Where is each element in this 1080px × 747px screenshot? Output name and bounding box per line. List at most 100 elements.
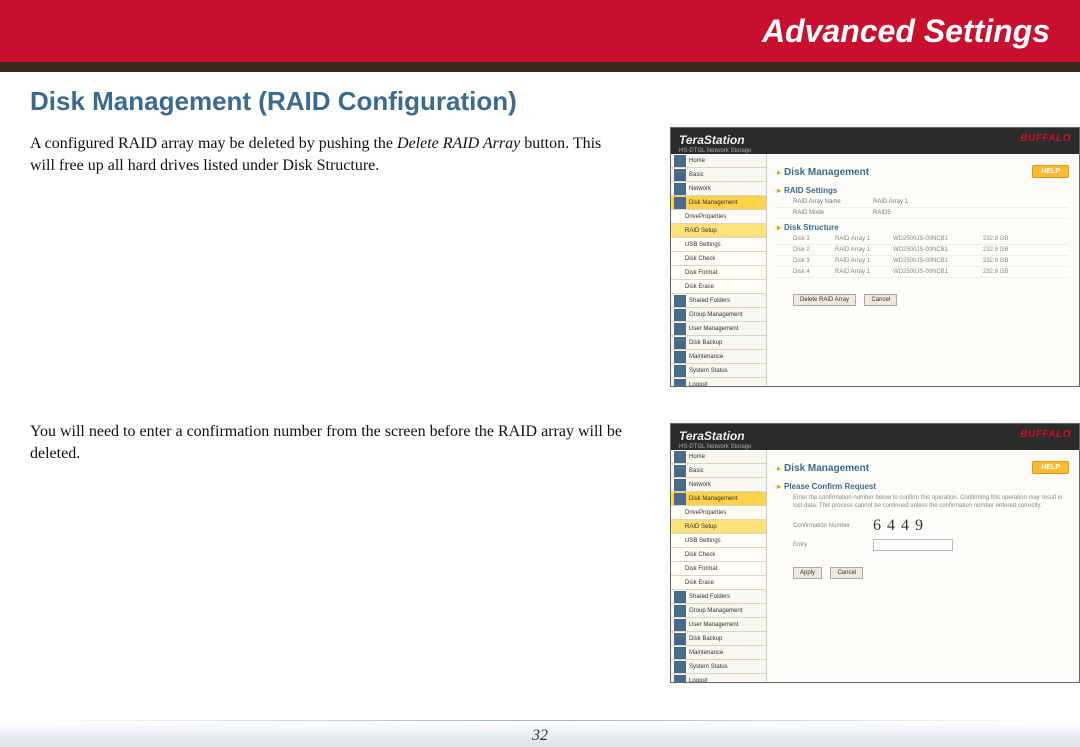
sidebar-item-network[interactable]: Network (671, 182, 766, 196)
help-button[interactable]: HELP (1032, 165, 1069, 178)
shot1-header: TeraStation HS-DTGL Network Storage BUFF… (671, 128, 1079, 154)
confirm-title: ▸Please Confirm Request (777, 482, 1069, 491)
sidebar-item-label: Group Management (689, 608, 742, 614)
sidebar-item-home[interactable]: Home (671, 154, 766, 168)
sidebar-item-label: DriveProperties (685, 510, 726, 516)
raid-setting-value: RAID5 (873, 210, 891, 216)
disk-size: 232.9 GB (983, 236, 1033, 242)
sidebar-item-label: System Status (689, 664, 728, 670)
sidebar-item-driveproperties[interactable]: DriveProperties (671, 210, 766, 224)
sidebar-item-label: USB Settings (685, 538, 721, 544)
menu-icon (674, 169, 686, 181)
menu-icon (674, 351, 686, 363)
sidebar-item-maintenance[interactable]: Maintenance (671, 646, 766, 660)
cancel-button[interactable]: Cancel (864, 294, 897, 306)
menu-icon (674, 379, 686, 387)
menu-icon (674, 183, 686, 195)
menu-icon (674, 605, 686, 617)
sidebar-item-label: Basic (689, 468, 704, 474)
shot1-body: HomeBasicNetworkDisk Management DriveProp… (671, 154, 1079, 386)
shot2-main: ▸Disk Management HELP ▸Please Confirm Re… (767, 450, 1079, 682)
sidebar-item-disk-format[interactable]: Disk Format (671, 562, 766, 576)
page-number: 32 (532, 727, 548, 745)
entry-row: Entry (777, 539, 1069, 551)
disk-array: RAID Array 1 (835, 247, 893, 253)
shot1-main: ▸Disk Management HELP ▸RAID Settings RAI… (767, 154, 1079, 386)
sidebar-item-disk-management[interactable]: Disk Management (671, 492, 766, 506)
sidebar-item-user-management[interactable]: User Management (671, 618, 766, 632)
disk-model: WD2500JS-00NCB1 (893, 269, 983, 275)
shot-brand: TeraStation (679, 429, 745, 443)
cancel-button[interactable]: Cancel (830, 567, 863, 579)
shot1-main-top: ▸Disk Management HELP (777, 162, 1069, 180)
sidebar-item-group-management[interactable]: Group Management (671, 308, 766, 322)
sidebar-item-raid-setup[interactable]: RAID Setup (671, 520, 766, 534)
sidebar-item-label: Disk Check (685, 552, 715, 558)
header-dark-band (0, 62, 1080, 72)
raid-setting-key: RAID Mode (793, 210, 873, 216)
sidebar-item-label: USB Settings (685, 242, 721, 248)
disk-structure-title-text: Disk Structure (784, 223, 839, 232)
sidebar-item-usb-settings[interactable]: USB Settings (671, 534, 766, 548)
sidebar-item-system-status[interactable]: System Status (671, 660, 766, 674)
entry-label: Entry (793, 542, 873, 548)
screenshot-confirm-request: TeraStation HS-DTGL Network Storage BUFF… (670, 423, 1080, 683)
menu-icon (674, 591, 686, 603)
sidebar-item-disk-erase[interactable]: Disk Erase (671, 280, 766, 294)
sidebar-item-disk-backup[interactable]: Disk Backup (671, 632, 766, 646)
disk-name: Disk 1 (793, 236, 835, 242)
disk-array: RAID Array 1 (835, 269, 893, 275)
raid-setting-key: RAID Array Name (793, 199, 873, 205)
sidebar-item-network[interactable]: Network (671, 478, 766, 492)
sidebar-item-home[interactable]: Home (671, 450, 766, 464)
sidebar-item-label: Shared Folders (689, 594, 730, 600)
sidebar-item-user-management[interactable]: User Management (671, 322, 766, 336)
menu-icon (674, 295, 686, 307)
apply-button[interactable]: Apply (793, 567, 822, 579)
disk-size: 232.9 GB (983, 258, 1033, 264)
menu-icon (674, 675, 686, 683)
sidebar-item-label: Disk Backup (689, 636, 722, 642)
help-button[interactable]: HELP (1032, 461, 1069, 474)
sidebar-item-system-status[interactable]: System Status (671, 364, 766, 378)
sidebar-item-basic[interactable]: Basic (671, 168, 766, 182)
raid-setting-row: RAID Array NameRAID Array 1 (777, 197, 1069, 208)
menu-icon (674, 323, 686, 335)
menu-icon (674, 309, 686, 321)
sidebar-item-basic[interactable]: Basic (671, 464, 766, 478)
sidebar-item-disk-check[interactable]: Disk Check (671, 548, 766, 562)
sidebar-item-disk-check[interactable]: Disk Check (671, 252, 766, 266)
sidebar-item-logout[interactable]: Logout (671, 674, 766, 682)
disk-array: RAID Array 1 (835, 258, 893, 264)
sidebar-item-label: Disk Erase (685, 580, 714, 586)
confirm-title-text: Please Confirm Request (784, 482, 876, 491)
sidebar-item-maintenance[interactable]: Maintenance (671, 350, 766, 364)
sidebar-item-label: Maintenance (689, 650, 723, 656)
sidebar-item-shared-folders[interactable]: Shared Folders (671, 590, 766, 604)
para1-text-a: A configured RAID array may be deleted b… (30, 135, 397, 152)
sidebar-item-logout[interactable]: Logout (671, 378, 766, 386)
confirmation-entry-input[interactable] (873, 539, 953, 551)
sidebar-item-disk-erase[interactable]: Disk Erase (671, 576, 766, 590)
sidebar-item-label: Disk Management (689, 496, 737, 502)
screenshot-raid-settings: TeraStation HS-DTGL Network Storage BUFF… (670, 127, 1080, 387)
sidebar-item-group-management[interactable]: Group Management (671, 604, 766, 618)
menu-icon (674, 465, 686, 477)
sidebar-item-usb-settings[interactable]: USB Settings (671, 238, 766, 252)
menu-icon (674, 661, 686, 673)
sidebar-item-disk-management[interactable]: Disk Management (671, 196, 766, 210)
sidebar-item-label: DriveProperties (685, 214, 726, 220)
sidebar-item-raid-setup[interactable]: RAID Setup (671, 224, 766, 238)
disk-model: WD2500JS-00NCB1 (893, 236, 983, 242)
disk-name: Disk 4 (793, 269, 835, 275)
disk-array: RAID Array 1 (835, 236, 893, 242)
menu-icon (674, 619, 686, 631)
sidebar-item-disk-format[interactable]: Disk Format (671, 266, 766, 280)
sidebar-item-disk-backup[interactable]: Disk Backup (671, 336, 766, 350)
disk-model: WD2500JS-00NCB1 (893, 247, 983, 253)
delete-raid-array-button[interactable]: Delete RAID Array (793, 294, 856, 306)
sidebar-item-driveproperties[interactable]: DriveProperties (671, 506, 766, 520)
content-area: A configured RAID array may be deleted b… (0, 127, 1080, 717)
menu-icon (674, 337, 686, 349)
sidebar-item-shared-folders[interactable]: Shared Folders (671, 294, 766, 308)
